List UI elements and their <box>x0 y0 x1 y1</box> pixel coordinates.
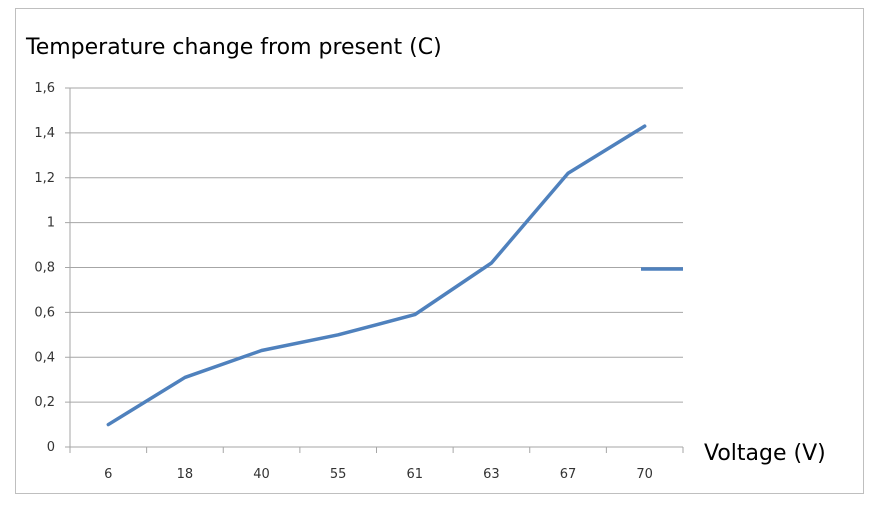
x-axis-title: Voltage (V) <box>704 441 826 466</box>
y-tick-label: 1,6 <box>34 81 55 96</box>
chart-frame <box>15 8 864 494</box>
x-tick-label: 63 <box>483 467 500 482</box>
y-tick-label: 0 <box>47 440 55 455</box>
y-tick-label: 0,8 <box>34 261 55 276</box>
chart-title: Temperature change from present (C) <box>25 35 442 60</box>
x-tick-labels: 6 18 40 55 61 63 67 70 <box>104 467 653 482</box>
series-group <box>106 124 647 427</box>
y-tick-label: 1 <box>47 216 55 231</box>
y-tick-label: 0,4 <box>34 350 55 365</box>
gridlines <box>65 87 684 453</box>
x-tick-label: 6 <box>104 467 112 482</box>
y-tick-label: 1,2 <box>34 171 55 186</box>
y-tick-label: 0,6 <box>34 305 55 320</box>
x-tick-label: 55 <box>330 467 347 482</box>
x-tick-label: 70 <box>636 467 653 482</box>
y-tick-label: 0,2 <box>34 395 55 410</box>
x-tick-label: 67 <box>560 467 577 482</box>
x-tick-label: 40 <box>253 467 270 482</box>
y-tick-labels: 0 0,2 0,4 0,6 0,8 1 1,2 1,4 1,6 <box>34 81 55 455</box>
x-tick-label: 18 <box>177 467 194 482</box>
y-tick-label: 1,4 <box>34 126 55 141</box>
x-tick-label: 61 <box>407 467 424 482</box>
series-line <box>106 124 647 427</box>
